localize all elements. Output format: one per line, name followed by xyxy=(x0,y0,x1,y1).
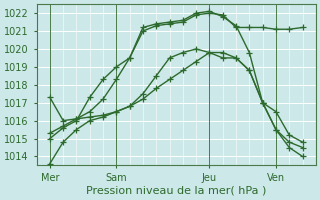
X-axis label: Pression niveau de la mer( hPa ): Pression niveau de la mer( hPa ) xyxy=(86,186,266,196)
